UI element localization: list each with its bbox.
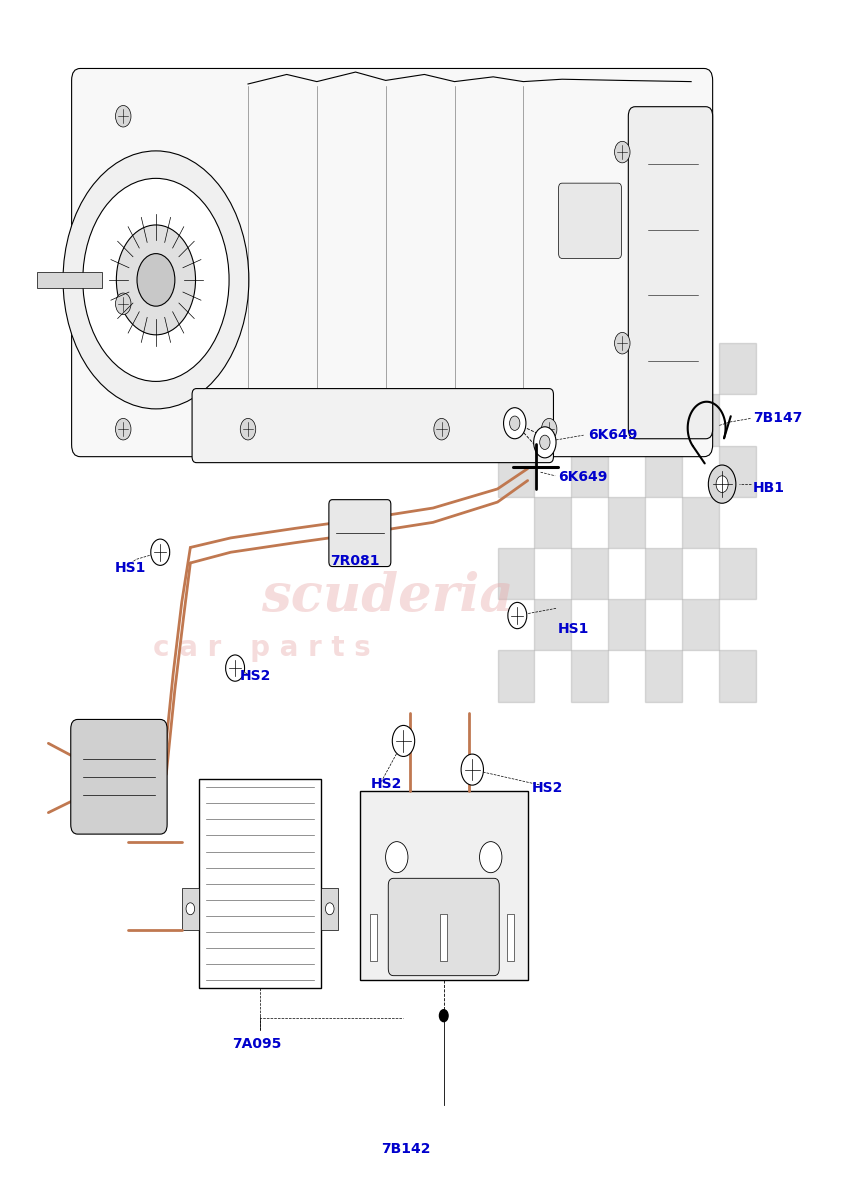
Circle shape bbox=[434, 419, 449, 440]
Circle shape bbox=[240, 419, 255, 440]
Text: 6K649: 6K649 bbox=[558, 470, 607, 484]
Bar bbox=[719, 548, 756, 599]
Circle shape bbox=[509, 416, 520, 431]
Circle shape bbox=[507, 602, 527, 629]
Text: HS2: HS2 bbox=[239, 670, 271, 684]
Circle shape bbox=[461, 754, 483, 785]
Bar bbox=[719, 650, 756, 702]
Text: HS1: HS1 bbox=[558, 622, 589, 636]
Text: c a r   p a r t s: c a r p a r t s bbox=[153, 634, 372, 661]
Bar bbox=[498, 650, 534, 702]
Circle shape bbox=[137, 253, 175, 306]
Circle shape bbox=[615, 142, 630, 163]
Bar bbox=[719, 445, 756, 497]
Circle shape bbox=[326, 902, 334, 914]
Bar bbox=[645, 445, 682, 497]
Circle shape bbox=[186, 902, 195, 914]
FancyBboxPatch shape bbox=[629, 107, 713, 439]
Bar bbox=[608, 395, 645, 445]
Circle shape bbox=[115, 293, 131, 314]
Circle shape bbox=[116, 224, 196, 335]
Text: scuderia: scuderia bbox=[261, 571, 514, 622]
Bar bbox=[321, 888, 339, 930]
Bar bbox=[534, 497, 572, 548]
Bar bbox=[440, 913, 447, 961]
Circle shape bbox=[83, 179, 229, 382]
Bar bbox=[682, 395, 719, 445]
Circle shape bbox=[503, 408, 526, 439]
Bar bbox=[719, 343, 756, 395]
Bar bbox=[182, 888, 199, 930]
Circle shape bbox=[708, 466, 736, 503]
Text: HS1: HS1 bbox=[114, 560, 146, 575]
Circle shape bbox=[63, 151, 249, 409]
Circle shape bbox=[439, 1009, 448, 1021]
Bar bbox=[498, 548, 534, 599]
FancyBboxPatch shape bbox=[72, 68, 713, 457]
Bar bbox=[645, 650, 682, 702]
Bar bbox=[608, 497, 645, 548]
Circle shape bbox=[540, 436, 550, 450]
Bar bbox=[682, 497, 719, 548]
Bar bbox=[572, 548, 608, 599]
Bar bbox=[572, 650, 608, 702]
Bar bbox=[572, 343, 608, 395]
Text: HB1: HB1 bbox=[753, 481, 785, 494]
Text: HS2: HS2 bbox=[532, 780, 563, 794]
Circle shape bbox=[480, 841, 502, 872]
Circle shape bbox=[533, 427, 556, 458]
FancyBboxPatch shape bbox=[329, 499, 391, 566]
FancyBboxPatch shape bbox=[71, 720, 167, 834]
Bar bbox=[534, 599, 572, 650]
FancyBboxPatch shape bbox=[559, 184, 622, 258]
Bar bbox=[534, 395, 572, 445]
Bar bbox=[572, 445, 608, 497]
Text: 6K649: 6K649 bbox=[588, 428, 637, 442]
Bar bbox=[645, 548, 682, 599]
Circle shape bbox=[226, 655, 244, 682]
Bar bbox=[199, 779, 321, 988]
Text: 7B142: 7B142 bbox=[381, 1142, 430, 1157]
Text: HS2: HS2 bbox=[371, 776, 403, 791]
Text: 7R081: 7R081 bbox=[330, 553, 379, 568]
Circle shape bbox=[115, 419, 131, 440]
Bar bbox=[682, 599, 719, 650]
Circle shape bbox=[151, 539, 170, 565]
Circle shape bbox=[385, 841, 408, 872]
Bar bbox=[360, 791, 527, 980]
FancyBboxPatch shape bbox=[388, 878, 500, 976]
Text: 7B147: 7B147 bbox=[753, 412, 803, 426]
Bar bbox=[645, 343, 682, 395]
Bar bbox=[370, 913, 377, 961]
Circle shape bbox=[615, 332, 630, 354]
Bar bbox=[608, 599, 645, 650]
Bar bbox=[507, 913, 514, 961]
Circle shape bbox=[541, 419, 557, 440]
Bar bbox=[37, 271, 101, 288]
Bar bbox=[498, 445, 534, 497]
FancyBboxPatch shape bbox=[192, 389, 553, 463]
Bar bbox=[498, 343, 534, 395]
Circle shape bbox=[716, 475, 728, 492]
Circle shape bbox=[392, 726, 415, 756]
Text: 7A095: 7A095 bbox=[232, 1037, 281, 1051]
Circle shape bbox=[115, 106, 131, 127]
